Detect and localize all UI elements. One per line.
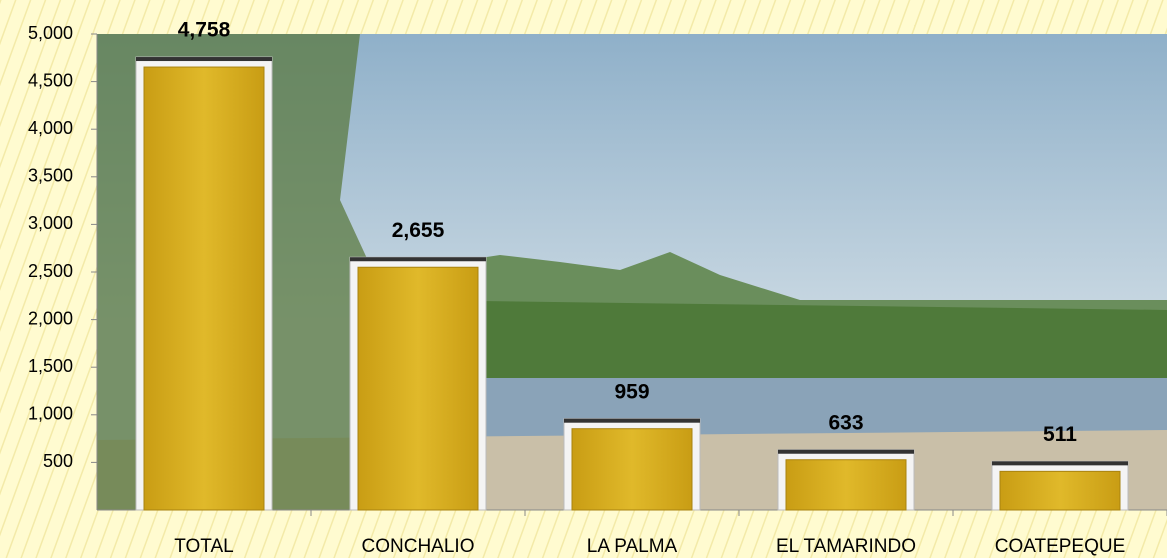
data-label: 959	[614, 380, 649, 403]
x-tick-label: EL TAMARINDO	[776, 536, 916, 557]
y-tick-label: 4,500	[28, 70, 73, 90]
y-tick-label: 1,500	[28, 356, 73, 376]
data-label: 2,655	[392, 219, 445, 242]
bar-face	[572, 429, 692, 510]
bar-face	[358, 267, 478, 510]
y-tick-label: 3,000	[28, 213, 73, 233]
x-tick-label: LA PALMA	[587, 536, 678, 557]
y-tick-label: 3,500	[28, 166, 73, 186]
data-label: 511	[1043, 423, 1077, 446]
x-tick-label: COATEPEQUE	[995, 536, 1126, 557]
y-tick-label: 5,000	[28, 23, 73, 43]
data-label: 4,758	[178, 19, 231, 42]
x-tick-label: TOTAL	[174, 536, 233, 557]
bar-face	[1000, 471, 1120, 510]
y-tick-label: 2,000	[28, 308, 73, 328]
bar-top	[136, 57, 272, 61]
bar-top	[564, 419, 700, 423]
bar-face	[144, 67, 264, 510]
bar-top	[992, 461, 1128, 465]
bar-face	[786, 460, 906, 510]
y-tick-label: 4,000	[28, 118, 73, 138]
bar-top	[778, 450, 914, 454]
y-tick-label: 2,500	[28, 261, 73, 281]
y-tick-label: 1,000	[28, 404, 73, 424]
x-tick-label: CONCHALIO	[362, 536, 475, 557]
y-tick-label: 500	[43, 451, 73, 471]
bar-top	[350, 257, 486, 261]
data-label: 633	[828, 411, 863, 434]
chart: 500 1,000 1,500 2,000 2,500 3,000 3,500 4,000 4,…	[0, 0, 1167, 558]
